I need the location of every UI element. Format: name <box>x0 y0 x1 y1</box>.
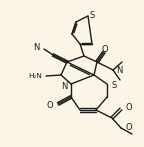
Text: S: S <box>89 10 95 20</box>
Text: N: N <box>62 81 68 91</box>
Text: N: N <box>34 42 40 51</box>
Text: S: S <box>111 81 116 90</box>
Text: H₂N: H₂N <box>28 73 42 79</box>
Text: O: O <box>46 101 53 110</box>
Text: O: O <box>125 123 132 132</box>
Text: O: O <box>102 45 108 54</box>
Text: N: N <box>116 66 122 75</box>
Text: O: O <box>125 102 132 112</box>
